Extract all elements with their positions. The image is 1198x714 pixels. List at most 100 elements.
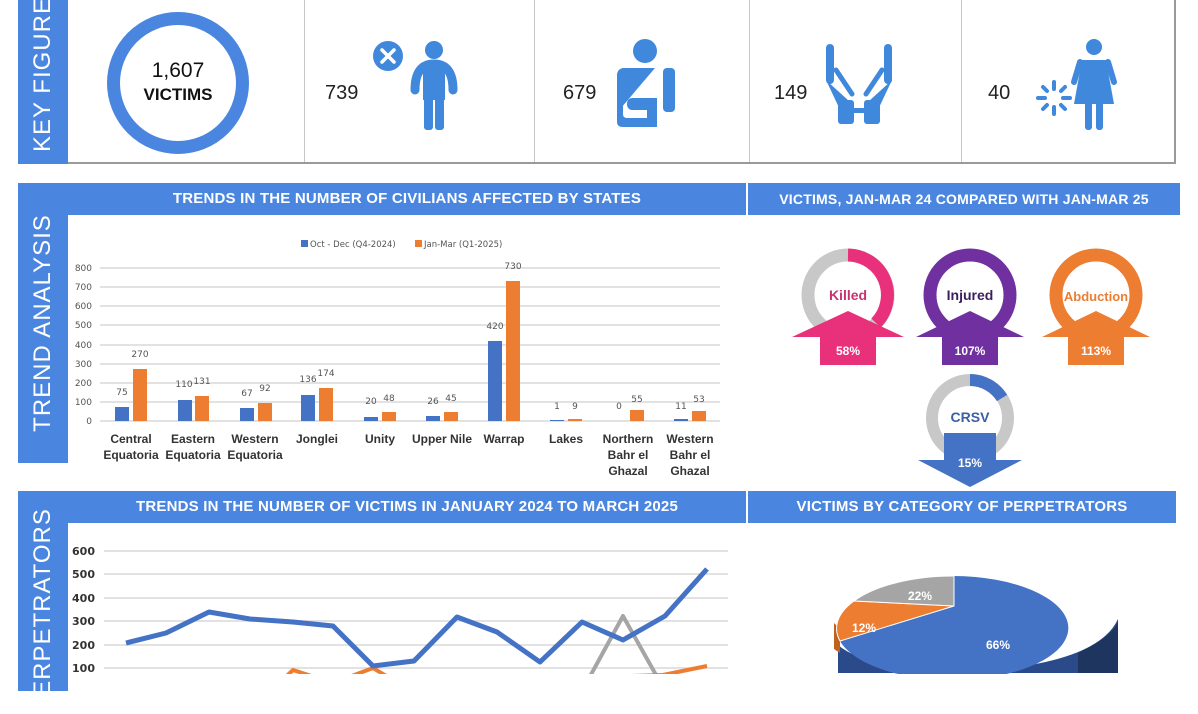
svg-text:Abduction: Abduction: [1064, 289, 1128, 304]
svg-text:22%: 22%: [908, 589, 932, 603]
line-chart-header: TRENDS IN THE NUMBER OF VICTIMS IN JANUA…: [68, 491, 746, 523]
svg-text:Bahr el: Bahr el: [608, 448, 649, 462]
crsv-comparison: CRSV 15%: [918, 374, 1022, 487]
abduction-comparison: Abduction 113%: [1042, 248, 1150, 365]
injured-value: 679: [563, 82, 597, 104]
svg-text:92: 92: [259, 384, 270, 394]
svg-text:15%: 15%: [958, 456, 982, 470]
injured-comparison: Injured 107%: [916, 248, 1024, 365]
svg-text:174: 174: [317, 369, 334, 379]
crsv-cell: 40: [962, 0, 1176, 162]
svg-text:Warrap: Warrap: [484, 432, 525, 446]
key-figures-panel: 1,607 VICTIMS 739 679 149: [68, 0, 1176, 164]
svg-text:Eastern: Eastern: [171, 432, 215, 446]
svg-text:75: 75: [116, 388, 127, 398]
svg-text:Western: Western: [231, 432, 278, 446]
svg-text:0: 0: [86, 417, 92, 427]
person-killed-icon: [373, 41, 458, 130]
svg-text:Jonglei: Jonglei: [296, 432, 338, 446]
killed-comparison: Killed 58%: [792, 248, 904, 365]
line-series-3: [589, 614, 658, 674]
svg-text:Jan-Mar (Q1-2025): Jan-Mar (Q1-2025): [423, 240, 502, 250]
victims-line-chart: 600 500 400 300 200 100: [72, 545, 728, 674]
handcuffed-hands-icon: [826, 44, 892, 124]
svg-text:Western: Western: [666, 432, 713, 446]
killed-value: 739: [325, 82, 359, 104]
svg-text:CRSV: CRSV: [951, 409, 991, 425]
svg-text:66%: 66%: [986, 638, 1010, 652]
svg-text:730: 730: [504, 262, 521, 272]
svg-text:55: 55: [631, 395, 642, 405]
svg-text:Ghazal: Ghazal: [670, 464, 709, 478]
line-series-1: [125, 567, 709, 669]
svg-text:500: 500: [75, 321, 92, 331]
svg-text:Equatoria: Equatoria: [103, 448, 159, 462]
total-victims-cell: 1,607 VICTIMS: [68, 0, 305, 162]
pie-chart-header: VICTIMS BY CATEGORY OF PERPETRATORS: [748, 491, 1176, 523]
svg-text:113%: 113%: [1081, 344, 1111, 358]
crsv-value: 40: [988, 82, 1011, 104]
svg-text:11: 11: [675, 402, 686, 412]
svg-text:58%: 58%: [836, 344, 860, 358]
svg-text:26: 26: [427, 397, 439, 407]
svg-text:Lakes: Lakes: [549, 432, 583, 446]
svg-text:9: 9: [572, 402, 578, 412]
svg-text:136: 136: [299, 375, 316, 385]
bar-chart-header: TRENDS IN THE NUMBER OF CIVILIANS AFFECT…: [68, 183, 746, 215]
svg-text:110: 110: [175, 380, 192, 390]
perpetrators-pie-chart: 22% 12% 66%: [834, 575, 1118, 674]
svg-text:Injured: Injured: [947, 287, 994, 303]
svg-text:500: 500: [72, 568, 95, 581]
svg-text:Upper Nile: Upper Nile: [412, 432, 472, 446]
killed-cell: 739: [305, 0, 535, 162]
injured-cell: 679: [535, 0, 750, 162]
svg-text:Killed: Killed: [829, 287, 867, 303]
svg-text:200: 200: [72, 639, 95, 652]
comparison-rings: Killed 58% Injured 107% Abduction 113% C…: [792, 248, 1150, 487]
svg-text:107%: 107%: [955, 344, 986, 358]
comparison-header: VICTIMS, JAN-MAR 24 COMPARED WITH JAN-MA…: [748, 183, 1180, 215]
total-victims-value: 1,607: [151, 59, 205, 82]
svg-text:300: 300: [72, 615, 95, 628]
svg-text:100: 100: [72, 662, 95, 674]
key-figures-side-label: KEY FIGURES: [18, 0, 68, 164]
svg-text:Unity: Unity: [365, 432, 395, 446]
perpetrators-side-label: PERPETRATORS: [18, 491, 68, 714]
svg-text:Ghazal: Ghazal: [608, 464, 647, 478]
svg-text:800: 800: [75, 264, 92, 274]
svg-text:600: 600: [72, 545, 95, 558]
svg-text:270: 270: [131, 350, 148, 360]
svg-text:300: 300: [75, 360, 92, 370]
svg-text:67: 67: [241, 389, 252, 399]
states-bar-chart: Oct - Dec (Q4-2024) Jan-Mar (Q1-2025) 0 1…: [75, 240, 720, 478]
svg-text:Bahr el: Bahr el: [670, 448, 711, 462]
woman-violence-icon: [1036, 39, 1117, 130]
svg-text:200: 200: [75, 379, 92, 389]
svg-text:0: 0: [616, 402, 622, 412]
abducted-value: 149: [774, 82, 808, 104]
svg-text:131: 131: [193, 377, 210, 387]
svg-text:45: 45: [445, 394, 456, 404]
total-victims-ring: 1,607 VICTIMS: [107, 12, 249, 154]
svg-text:Equatoria: Equatoria: [165, 448, 221, 462]
total-victims-label: VICTIMS: [143, 85, 213, 104]
svg-text:Oct - Dec (Q4-2024): Oct - Dec (Q4-2024): [310, 240, 396, 250]
abducted-cell: 149: [750, 0, 962, 162]
bar-series-q4: [115, 341, 688, 421]
svg-text:400: 400: [75, 341, 92, 351]
svg-text:700: 700: [75, 283, 92, 293]
svg-text:400: 400: [72, 592, 95, 605]
svg-text:Equatoria: Equatoria: [227, 448, 283, 462]
svg-text:1: 1: [554, 402, 560, 412]
svg-text:100: 100: [75, 398, 92, 408]
svg-text:53: 53: [693, 395, 704, 405]
person-injured-icon: [617, 39, 675, 127]
svg-text:420: 420: [486, 322, 503, 332]
svg-text:600: 600: [75, 302, 92, 312]
bar-series-q1: [133, 281, 706, 421]
svg-text:12%: 12%: [852, 621, 876, 635]
svg-text:Northern: Northern: [603, 432, 654, 446]
svg-text:Central: Central: [110, 432, 151, 446]
trend-analysis-side-label: TREND ANALYSIS: [18, 183, 68, 463]
svg-text:48: 48: [383, 394, 395, 404]
